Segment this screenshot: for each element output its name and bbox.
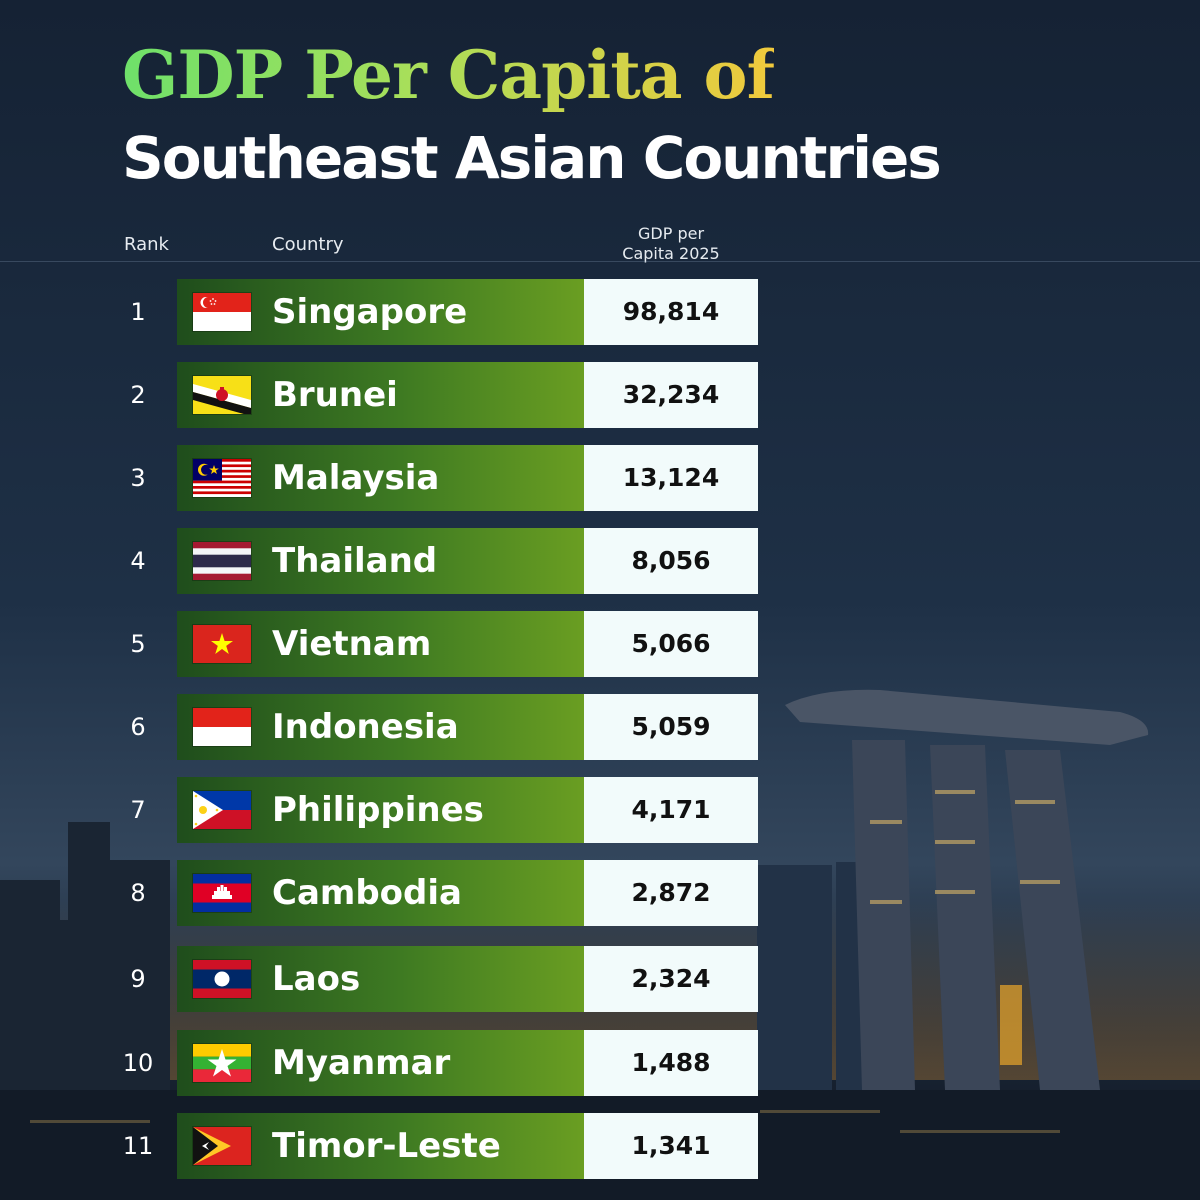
rank-cell: 11 (122, 1132, 154, 1160)
country-name: Vietnam (272, 624, 432, 664)
country-name: Laos (272, 959, 361, 999)
gdp-column-header: GDP per Capita 2025 (584, 224, 758, 264)
gdp-value: 98,814 (584, 279, 758, 345)
rank-cell: 7 (130, 796, 146, 824)
title-line-2: Southeast Asian Countries (122, 124, 942, 192)
country-bar: Indonesia (177, 694, 584, 760)
singapore-flag-icon (193, 293, 251, 331)
malaysia-flag-icon (193, 459, 251, 497)
rank-cell: 10 (122, 1049, 154, 1077)
gdp-header-line-1: GDP per (637, 224, 705, 243)
vietnam-flag-icon (193, 625, 251, 663)
country-column-header: Country (272, 234, 344, 255)
timor-leste-flag-icon (193, 1127, 251, 1165)
myanmar-flag-icon (193, 1044, 251, 1082)
country-name: Brunei (272, 375, 398, 415)
country-bar: Philippines (177, 777, 584, 843)
gdp-value: 5,059 (584, 694, 758, 760)
country-bar: Singapore (177, 279, 584, 345)
rank-cell: 5 (130, 630, 146, 658)
table-row: 4 Thailand 8,056 (0, 528, 1200, 594)
country-name: Cambodia (272, 873, 462, 913)
country-name: Malaysia (272, 458, 440, 498)
rank-cell: 4 (130, 547, 146, 575)
country-bar: Vietnam (177, 611, 584, 677)
brunei-flag-icon (193, 376, 251, 414)
indonesia-flag-icon (193, 708, 251, 746)
country-name: Indonesia (272, 707, 459, 747)
table-row: 9 Laos 2,324 (0, 946, 1200, 1012)
gdp-value: 4,171 (584, 777, 758, 843)
country-bar: Brunei (177, 362, 584, 428)
country-name: Singapore (272, 292, 468, 332)
country-name: Myanmar (272, 1043, 451, 1083)
gdp-value: 8,056 (584, 528, 758, 594)
table-row: 10 Myanmar 1,488 (0, 1030, 1200, 1096)
gdp-value: 13,124 (584, 445, 758, 511)
table-row: 6 Indonesia 5,059 (0, 694, 1200, 760)
gdp-value: 32,234 (584, 362, 758, 428)
thailand-flag-icon (193, 542, 251, 580)
philippines-flag-icon (193, 791, 251, 829)
table-row: 5 Vietnam 5,066 (0, 611, 1200, 677)
country-bar: Thailand (177, 528, 584, 594)
gdp-value: 2,324 (584, 946, 758, 1012)
table-row: 1 Singapore 98,814 (0, 279, 1200, 345)
title-line-1: GDP Per Capita of (122, 36, 775, 114)
gdp-value: 5,066 (584, 611, 758, 677)
country-bar: Myanmar (177, 1030, 584, 1096)
country-name: Thailand (272, 541, 438, 581)
rank-cell: 3 (130, 464, 146, 492)
header-divider (0, 261, 1200, 262)
table-row: 7 Philippines 4,171 (0, 777, 1200, 843)
country-bar: Malaysia (177, 445, 584, 511)
country-bar: Timor-Leste (177, 1113, 584, 1179)
country-name: Philippines (272, 790, 484, 830)
country-name: Timor-Leste (272, 1126, 501, 1166)
rank-column-header: Rank (124, 234, 169, 255)
laos-flag-icon (193, 960, 251, 998)
rank-cell: 1 (130, 298, 146, 326)
gdp-value: 2,872 (584, 860, 758, 926)
country-bar: Laos (177, 946, 584, 1012)
rank-cell: 6 (130, 713, 146, 741)
gdp-value: 1,341 (584, 1113, 758, 1179)
cambodia-flag-icon (193, 874, 251, 912)
table-row: 11 Timor-Leste 1,341 (0, 1113, 1200, 1179)
gdp-value: 1,488 (584, 1030, 758, 1096)
gdp-header-line-2: Capita 2025 (622, 244, 720, 263)
table-row: 8 Cambodia 2,872 (0, 860, 1200, 926)
table-row: 3 Malaysia 13,124 (0, 445, 1200, 511)
rank-cell: 8 (130, 879, 146, 907)
rank-cell: 2 (130, 381, 146, 409)
country-bar: Cambodia (177, 860, 584, 926)
table-row: 2 Brunei 32,234 (0, 362, 1200, 428)
rank-cell: 9 (130, 965, 146, 993)
